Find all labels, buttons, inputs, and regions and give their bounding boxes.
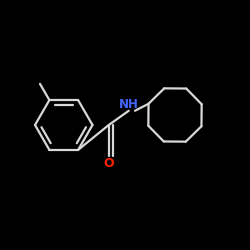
Text: O: O <box>104 157 114 170</box>
Text: NH: NH <box>119 98 139 111</box>
